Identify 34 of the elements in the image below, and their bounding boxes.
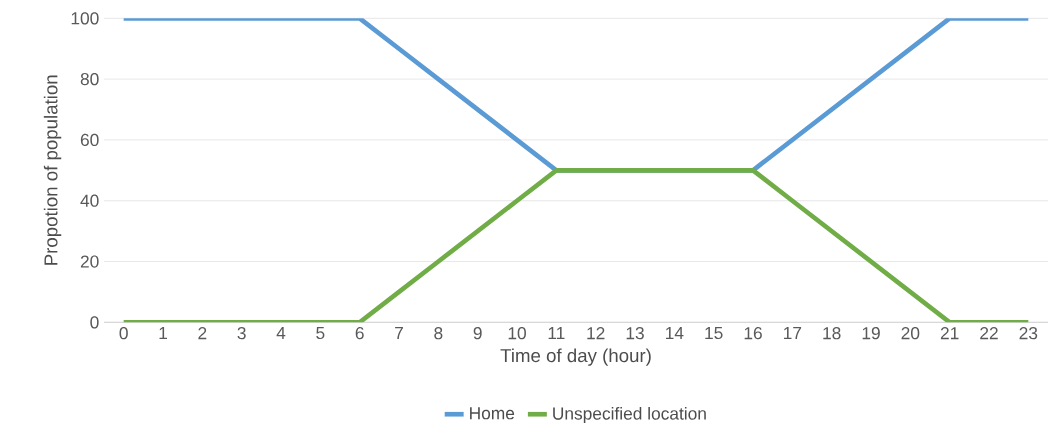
x-tick-label: 3 <box>237 327 246 340</box>
x-tick-label: 19 <box>862 327 880 340</box>
x-tick-label: 23 <box>1019 327 1038 340</box>
x-tick-label: 4 <box>276 327 286 339</box>
y-tick-label: 80 <box>80 72 99 86</box>
y-tick-label: 60 <box>80 133 99 147</box>
x-tick-label: 11 <box>548 327 565 339</box>
x-tick-label: 2 <box>198 327 207 340</box>
y-tick-label: 100 <box>71 12 99 25</box>
x-tick-label: 1 <box>159 327 167 339</box>
x-tick-label: 14 <box>666 327 684 339</box>
y-tick-label: 40 <box>80 194 99 207</box>
x-tick-label: 12 <box>587 327 605 340</box>
legend-label: Home <box>470 407 515 420</box>
x-tick-label: 21 <box>940 327 959 340</box>
legend-label: Unspecified location <box>553 406 706 424</box>
y-tick-label: 0 <box>90 316 99 329</box>
x-axis-title: Time of day (hour) <box>500 348 651 366</box>
x-tick-label: 8 <box>434 327 443 340</box>
x-tick-label: 10 <box>508 327 526 340</box>
x-tick-label: 20 <box>901 327 920 340</box>
y-tick-label: 20 <box>80 255 99 268</box>
y-axis-title: Propotion of population <box>43 75 62 265</box>
x-tick-label: 0 <box>119 327 128 340</box>
x-tick-label: 13 <box>626 327 644 340</box>
x-tick-label: 16 <box>744 327 762 340</box>
x-tick-label: 15 <box>705 327 723 340</box>
x-tick-label: 5 <box>316 327 325 340</box>
x-tick-label: 17 <box>784 327 802 339</box>
x-tick-label: 22 <box>980 327 998 340</box>
x-tick-label: 7 <box>395 327 403 339</box>
x-tick-label: 18 <box>823 327 841 340</box>
x-tick-label: 6 <box>355 327 364 340</box>
x-tick-label: 9 <box>473 327 482 340</box>
